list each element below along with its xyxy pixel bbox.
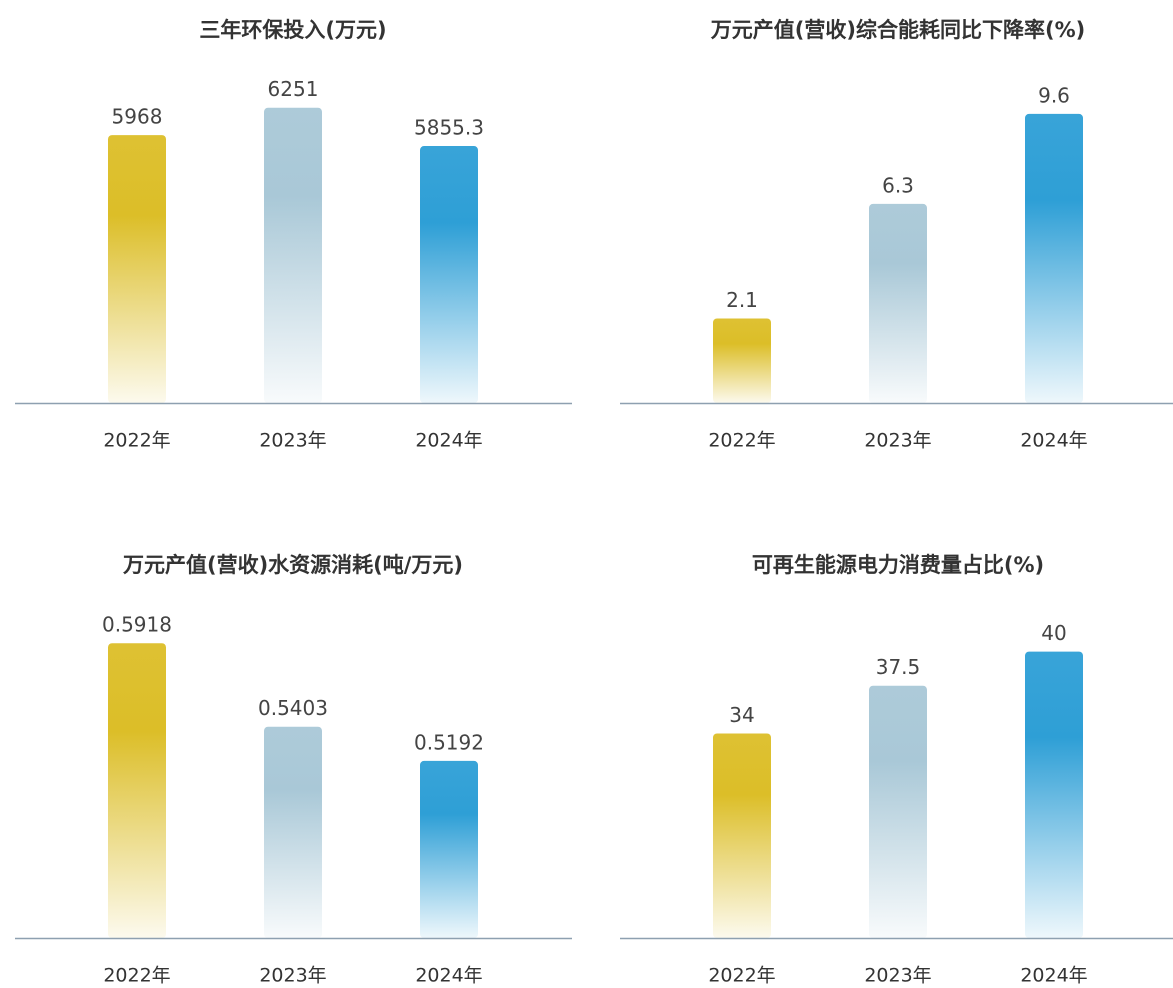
chart-title: 万元产值(营收)水资源消耗(吨/万元): [122, 553, 463, 577]
x-tick-label: 2023年: [864, 965, 931, 987]
value-label: 5968: [112, 105, 163, 129]
bar: [264, 107, 322, 403]
bar-chart: 万元产值(营收)综合能耗同比下降率(%) 2.1 2022年 6.3 2023年 9.6 2…: [620, 18, 1173, 452]
bar-chart: 万元产值(营收)水资源消耗(吨/万元) 0.5918 2022年 0.5403 2023…: [15, 553, 572, 987]
bar: [108, 135, 166, 403]
bar: [713, 318, 771, 403]
x-tick-label: 2023年: [259, 965, 326, 987]
bar: [1025, 113, 1083, 403]
bar: [869, 685, 927, 938]
x-tick-label: 2024年: [1020, 430, 1087, 452]
bar: [869, 203, 927, 403]
bar: [420, 146, 478, 404]
x-tick-label: 2024年: [415, 965, 482, 987]
bar-chart: 可再生能源电力消费量占比(%) 34 2022年 37.5 2023年 40 2024年: [620, 553, 1173, 987]
chart-title: 可再生能源电力消费量占比(%): [752, 553, 1044, 577]
value-label: 2.1: [726, 288, 758, 312]
value-label: 37.5: [876, 655, 921, 679]
x-tick-label: 2024年: [415, 430, 482, 452]
chart-title: 万元产值(营收)综合能耗同比下降率(%): [710, 18, 1085, 42]
x-tick-label: 2022年: [103, 430, 170, 452]
x-tick-label: 2022年: [103, 965, 170, 987]
x-tick-label: 2022年: [708, 430, 775, 452]
value-label: 34: [729, 703, 754, 727]
value-label: 0.5918: [102, 613, 172, 637]
bar: [420, 760, 478, 938]
bar: [108, 643, 166, 938]
chart-title: 三年环保投入(万元): [199, 18, 386, 42]
value-label: 0.5192: [414, 730, 484, 754]
value-label: 0.5403: [258, 696, 328, 720]
x-tick-label: 2024年: [1020, 965, 1087, 987]
value-label: 6251: [268, 77, 319, 101]
bar: [264, 726, 322, 938]
value-label: 40: [1041, 621, 1066, 645]
x-tick-label: 2023年: [864, 430, 931, 452]
bar: [713, 733, 771, 938]
value-label: 6.3: [882, 173, 914, 197]
bar: [1025, 651, 1083, 938]
bar-chart: 三年环保投入(万元) 5968 2022年 6251 2023年 5855.3 2024年: [15, 18, 572, 452]
x-tick-label: 2023年: [259, 430, 326, 452]
x-tick-label: 2022年: [708, 965, 775, 987]
value-label: 9.6: [1038, 83, 1070, 107]
value-label: 5855.3: [414, 116, 484, 140]
